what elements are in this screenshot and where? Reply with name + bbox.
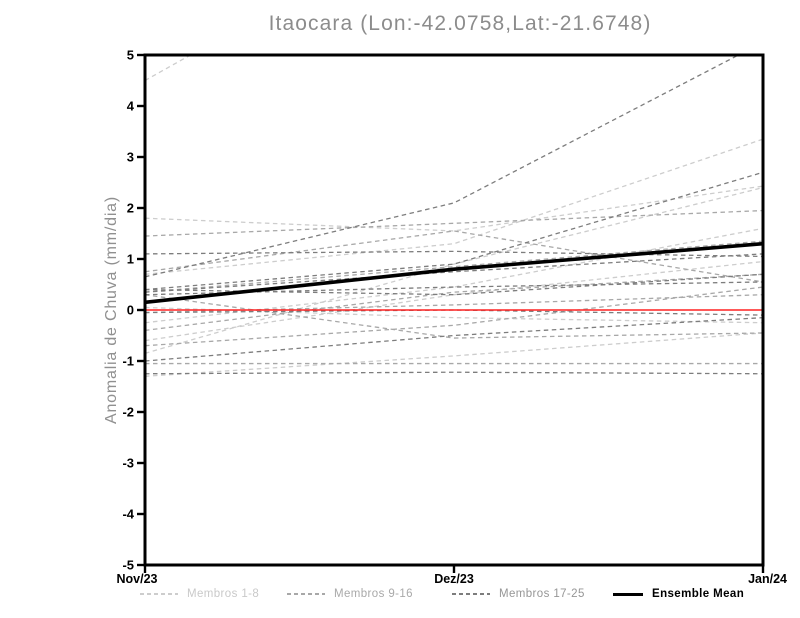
member-line-member-17: [145, 55, 740, 278]
member-line-member-11: [145, 294, 763, 314]
y-tick-label: 4: [127, 99, 135, 114]
legend-label: Membros 17-25: [499, 588, 585, 600]
x-tick-label: Jan/24: [748, 572, 787, 586]
y-tick-label: -4: [122, 507, 134, 522]
member-line-member-05: [145, 260, 763, 342]
legend-label: Membros 1-8: [187, 588, 260, 600]
member-line-member-15: [145, 294, 763, 339]
legend-label: Membros 9-16: [334, 588, 413, 600]
ensemble-mean-line: [145, 241, 763, 305]
member-line-member-04: [145, 227, 763, 324]
member-line-member-08: [145, 332, 763, 377]
legend-item-membros-17-25: Membros 17-25: [452, 586, 585, 602]
x-tick-label: Dez/23: [434, 572, 474, 586]
member-line-member-10: [145, 230, 763, 283]
member-line-member-24: [145, 371, 763, 375]
x-tick-label: Nov/23: [117, 572, 158, 586]
member-line-member-22: [145, 309, 763, 316]
y-tick-label: 1: [127, 252, 134, 267]
dashed-line-swatch-medium: [287, 593, 325, 595]
y-tick-label: 2: [127, 201, 134, 216]
chart-title: Itaocara (Lon:-42.0758,Lat:-21.6748): [268, 12, 652, 35]
member-line-member-18: [145, 250, 763, 258]
solid-line-swatch: [613, 592, 643, 596]
y-tick-label: 3: [127, 150, 134, 165]
dashed-line-swatch-dark: [452, 593, 490, 595]
member-line-member-20: [145, 281, 763, 296]
legend-item-membros-1-8: Membros 1-8: [140, 586, 259, 602]
legend: Membros 1-8 Membros 9-16 Membros 17-25 E…: [0, 586, 800, 604]
member-line-member-03: [145, 138, 763, 275]
y-tick-label: 0: [127, 303, 134, 318]
y-tick-label: -5: [122, 558, 134, 573]
member-line-member-09: [145, 209, 763, 237]
member-line-member-23: [145, 317, 763, 362]
member-line-member-13: [145, 286, 763, 347]
plot-area: [145, 55, 763, 377]
member-line-member-02: [145, 185, 763, 232]
y-tick-label: 5: [127, 48, 134, 63]
member-line-member-07: [145, 306, 763, 324]
legend-item-ensemble-mean: Ensemble Mean: [613, 586, 744, 602]
member-line-member-06: [145, 186, 763, 354]
y-tick-label: -3: [122, 456, 134, 471]
y-tick-label: -2: [122, 405, 134, 420]
dashed-line-swatch-light: [140, 593, 178, 595]
member-line-member-12: [145, 273, 763, 332]
member-line-member-21: [145, 273, 763, 296]
legend-item-membros-9-16: Membros 9-16: [287, 586, 413, 602]
legend-label: Ensemble Mean: [652, 588, 745, 600]
member-line-member-19: [145, 253, 763, 293]
y-tick-label: -1: [122, 354, 134, 369]
member-line-member-01: [145, 55, 192, 82]
